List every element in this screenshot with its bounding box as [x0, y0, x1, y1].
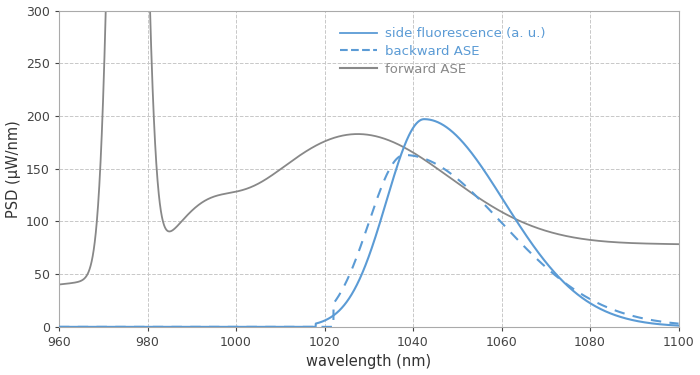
- forward ASE: [293, 325, 301, 329]
- side fluorescence (a. u.): [55, 282, 63, 287]
- side fluorescence (a. u.): [162, 228, 171, 232]
- Y-axis label: PSD (μW/nm): PSD (μW/nm): [6, 120, 20, 218]
- forward ASE: [162, 325, 171, 329]
- backward ASE: [420, 117, 428, 122]
- backward ASE: [293, 325, 301, 329]
- Line: backward ASE: backward ASE: [59, 119, 678, 327]
- side fluorescence (a. u.): [596, 239, 604, 243]
- side fluorescence (a. u.): [662, 242, 671, 246]
- backward ASE: [662, 322, 671, 327]
- forward ASE: [596, 302, 604, 306]
- side fluorescence (a. u.): [319, 140, 328, 144]
- backward ASE: [125, 325, 134, 329]
- X-axis label: wavelength (nm): wavelength (nm): [306, 354, 431, 369]
- forward ASE: [400, 153, 408, 157]
- forward ASE: [125, 325, 134, 329]
- Legend: side fluorescence (a. u.), backward ASE, forward ASE: side fluorescence (a. u.), backward ASE,…: [337, 24, 550, 80]
- side fluorescence (a. u.): [674, 242, 682, 246]
- forward ASE: [55, 325, 63, 329]
- side fluorescence (a. u.): [293, 155, 301, 160]
- Line: side fluorescence (a. u.): side fluorescence (a. u.): [59, 0, 678, 285]
- backward ASE: [319, 319, 328, 323]
- forward ASE: [319, 325, 328, 329]
- backward ASE: [674, 323, 682, 328]
- forward ASE: [662, 320, 671, 324]
- backward ASE: [55, 325, 63, 329]
- backward ASE: [162, 325, 171, 329]
- Line: forward ASE: forward ASE: [59, 155, 678, 327]
- backward ASE: [596, 306, 604, 311]
- forward ASE: [674, 321, 682, 326]
